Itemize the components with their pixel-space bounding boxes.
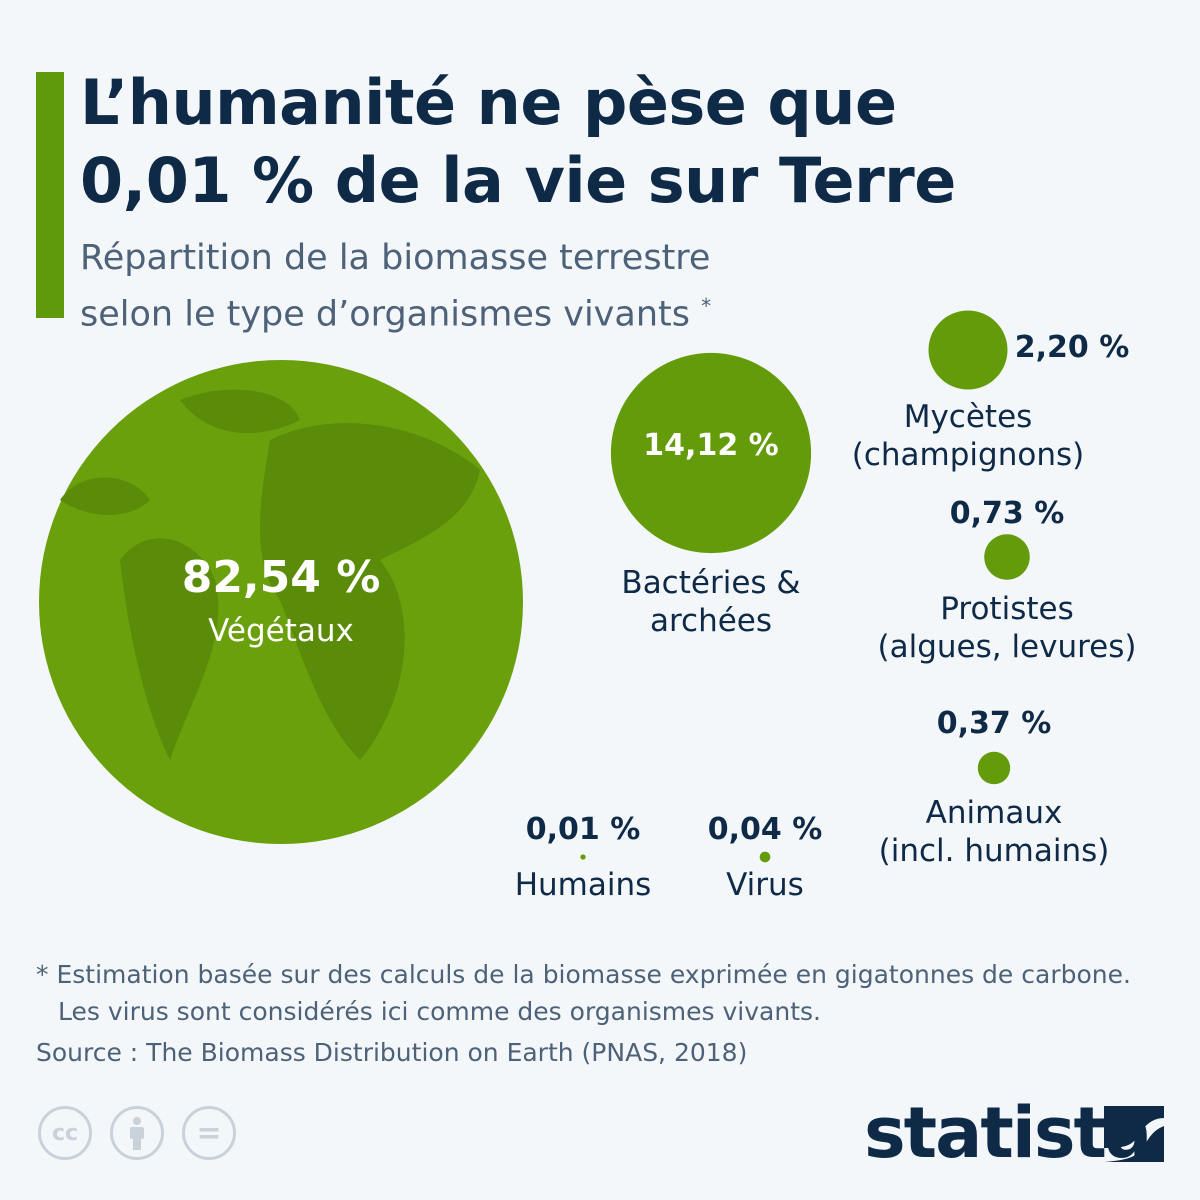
category-label-humains: Humains: [514, 867, 652, 903]
footnote: * Estimation basée sur des calculs de la…: [36, 960, 1131, 1067]
page-title: L’humanité ne pèse que 0,01 % de la vie s…: [80, 66, 956, 217]
value-label-protistes: 0,73 %: [949, 496, 1065, 531]
subtitle: Répartition de la biomasse terrestre selo…: [80, 238, 712, 335]
bubble-virus: [759, 851, 771, 863]
value-label-animaux: 0,37 %: [936, 706, 1052, 741]
bubble-mycetes: [928, 310, 1008, 390]
bubble-animaux: [977, 751, 1011, 785]
attribution-icon[interactable]: [110, 1106, 164, 1160]
cc-icon[interactable]: cc: [38, 1106, 92, 1160]
category-label-virus: Virus: [726, 867, 804, 903]
value-label-mycetes: 2,20 %: [1014, 330, 1130, 365]
category-label-vegetaux: Végétaux: [208, 613, 354, 649]
statista-logo-icon: [1104, 1106, 1164, 1162]
value-label-humains: 0,01 %: [525, 812, 641, 847]
category-label-animaux: Animaux (incl. humains): [878, 795, 1110, 869]
bubble-protistes: [984, 534, 1030, 580]
no-derivatives-icon[interactable]: =: [182, 1106, 236, 1160]
value-label-vegetaux: 82,54 %: [181, 552, 381, 603]
bubble-bacteries: [610, 352, 812, 554]
value-label-bacteries: 14,12 %: [643, 428, 779, 463]
category-label-bacteries: Bactéries & archées: [621, 565, 801, 639]
category-label-mycetes: Mycètes (champignons): [851, 399, 1085, 473]
world-map-icon: [60, 389, 480, 760]
value-label-virus: 0,04 %: [707, 812, 823, 847]
category-label-protistes: Protistes (algues, levures): [877, 591, 1137, 665]
bubble-humains: [580, 854, 586, 860]
accent-bar: [36, 72, 64, 318]
